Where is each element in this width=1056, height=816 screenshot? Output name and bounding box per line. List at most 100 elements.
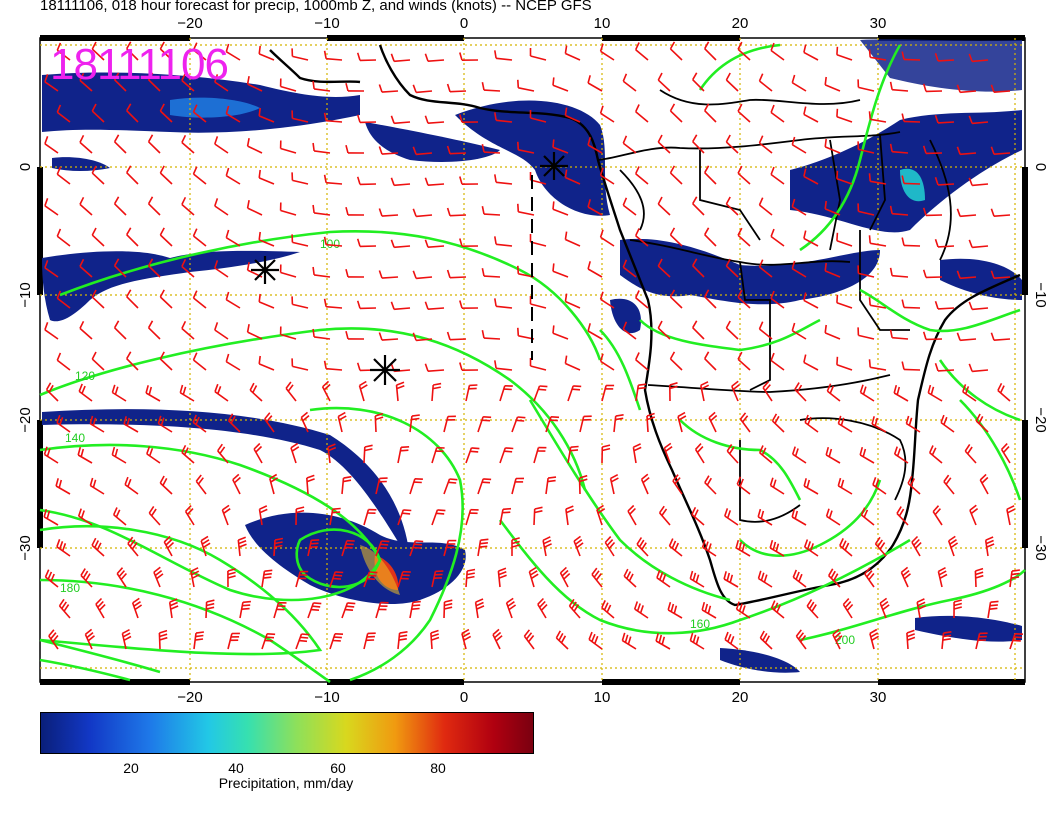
wind-barb-feather [587, 323, 591, 332]
wind-barb-feather [735, 601, 740, 610]
wind-barb-feather [622, 135, 628, 144]
wind-barb-feather [159, 475, 165, 484]
wind-barb-feather [762, 381, 769, 389]
wind-barb-feather [969, 504, 977, 511]
wind-barb-feather [169, 598, 178, 603]
wind-barb-feather [343, 475, 352, 479]
wind-barb-shaft [397, 571, 404, 588]
wind-barb-feather [270, 477, 279, 483]
wind-barb-shaft [937, 183, 955, 186]
wind-barb-feather [558, 633, 564, 641]
wind-barb-feather [985, 536, 994, 541]
wind-barb-feather [412, 332, 417, 341]
wind-barb-shaft [530, 303, 547, 309]
wind-barb-feather [424, 177, 429, 186]
wind-barb-shaft [374, 415, 377, 433]
wind-barb-shaft [870, 56, 887, 61]
wind-barb-feather [695, 443, 702, 450]
wind-barb-feather [290, 442, 299, 449]
wind-barb-shaft [533, 508, 536, 526]
wind-barb-feather [312, 142, 315, 152]
wind-barb-feather [758, 321, 764, 330]
wind-barb-feather [312, 266, 315, 276]
wind-barb-feather [770, 166, 775, 175]
wind-barb-feather [803, 478, 807, 487]
wind-barb-shaft [903, 182, 921, 185]
wind-barb-feather [332, 511, 341, 514]
wind-barb-feather [390, 239, 395, 248]
wind-barb-feather [56, 352, 62, 361]
wind-barb-shaft [725, 141, 739, 154]
wind-barb-feather [706, 477, 712, 486]
wind-barb-feather [300, 636, 309, 639]
wind-barb-shaft [465, 447, 473, 464]
wind-barb-shaft [205, 601, 208, 619]
wind-barb-feather [727, 633, 732, 642]
wind-barb-feather [246, 138, 250, 147]
wind-barb-feather [494, 50, 497, 59]
wind-barb-shaft [56, 111, 71, 123]
wind-barb-feather [328, 446, 337, 452]
wind-barb-feather [564, 107, 568, 116]
wind-barb-shaft [655, 640, 671, 650]
wind-barb-feather [731, 380, 739, 387]
wind-barb-feather [225, 291, 230, 300]
wind-barb-feather [323, 174, 327, 183]
contour-label-100: 100 [320, 237, 340, 251]
wind-barb-feather [369, 571, 378, 574]
wind-barb-shaft [258, 239, 275, 247]
wind-barb-feather [537, 597, 544, 605]
wind-barb-feather [968, 115, 973, 124]
wind-barb-feather [80, 568, 86, 576]
wind-barb-feather [327, 443, 336, 448]
wind-barb-shaft [249, 389, 263, 402]
wind-barb-shaft [858, 334, 875, 340]
wind-barb-feather [432, 386, 441, 390]
wind-barb-shaft [724, 515, 739, 526]
wind-barb-feather [725, 134, 731, 143]
wind-barb-shaft [496, 181, 513, 185]
wind-barb-shaft [737, 172, 751, 185]
wind-barb-shaft [804, 421, 819, 433]
lon-label: 30 [870, 15, 887, 32]
wind-barb-feather [258, 293, 261, 303]
wind-barb-feather [446, 331, 451, 340]
wind-barb-feather [642, 476, 650, 484]
wind-barb-feather [757, 508, 762, 518]
lon-label: 20 [732, 15, 749, 32]
wind-barb-shaft [870, 180, 887, 185]
wind-barb-shaft [622, 80, 637, 92]
wind-barb-feather [943, 474, 950, 483]
wind-barb-shaft [987, 602, 992, 619]
wind-barb-feather [913, 538, 920, 546]
wind-barb-shaft [91, 172, 105, 185]
wind-barb-feather [669, 289, 676, 298]
wind-barb-feather [82, 570, 89, 579]
wind-barb-feather [906, 633, 915, 638]
wind-barb-feather [807, 416, 812, 425]
wind-barb-shaft [824, 84, 841, 92]
wind-barb-feather [399, 634, 408, 638]
wind-barb-feather [669, 351, 676, 360]
wind-barb-feather [868, 572, 875, 581]
wind-barb-feather [774, 415, 780, 424]
wind-barb-shaft [121, 633, 127, 650]
wind-barb-feather [390, 301, 395, 310]
wind-barb-feather [844, 601, 852, 609]
wind-barb-shaft [669, 48, 683, 61]
wind-barb-shaft [903, 368, 921, 371]
wind-barb-shaft [828, 575, 841, 588]
wind-barb-feather [269, 473, 278, 480]
wind-barb-feather [772, 541, 777, 550]
wind-barb-feather [463, 635, 472, 641]
wind-barb-feather [217, 443, 223, 452]
wind-barb-feather [323, 50, 327, 59]
wind-barb-feather [726, 443, 733, 452]
wind-barb-feather [401, 446, 410, 449]
wind-barb-feather [964, 386, 970, 395]
wind-barb-shaft [114, 265, 127, 278]
wind-barb-feather [701, 601, 706, 611]
wind-barb-feather [148, 505, 155, 514]
wind-barb-shaft [449, 152, 467, 155]
wind-barb-shaft [341, 478, 345, 495]
